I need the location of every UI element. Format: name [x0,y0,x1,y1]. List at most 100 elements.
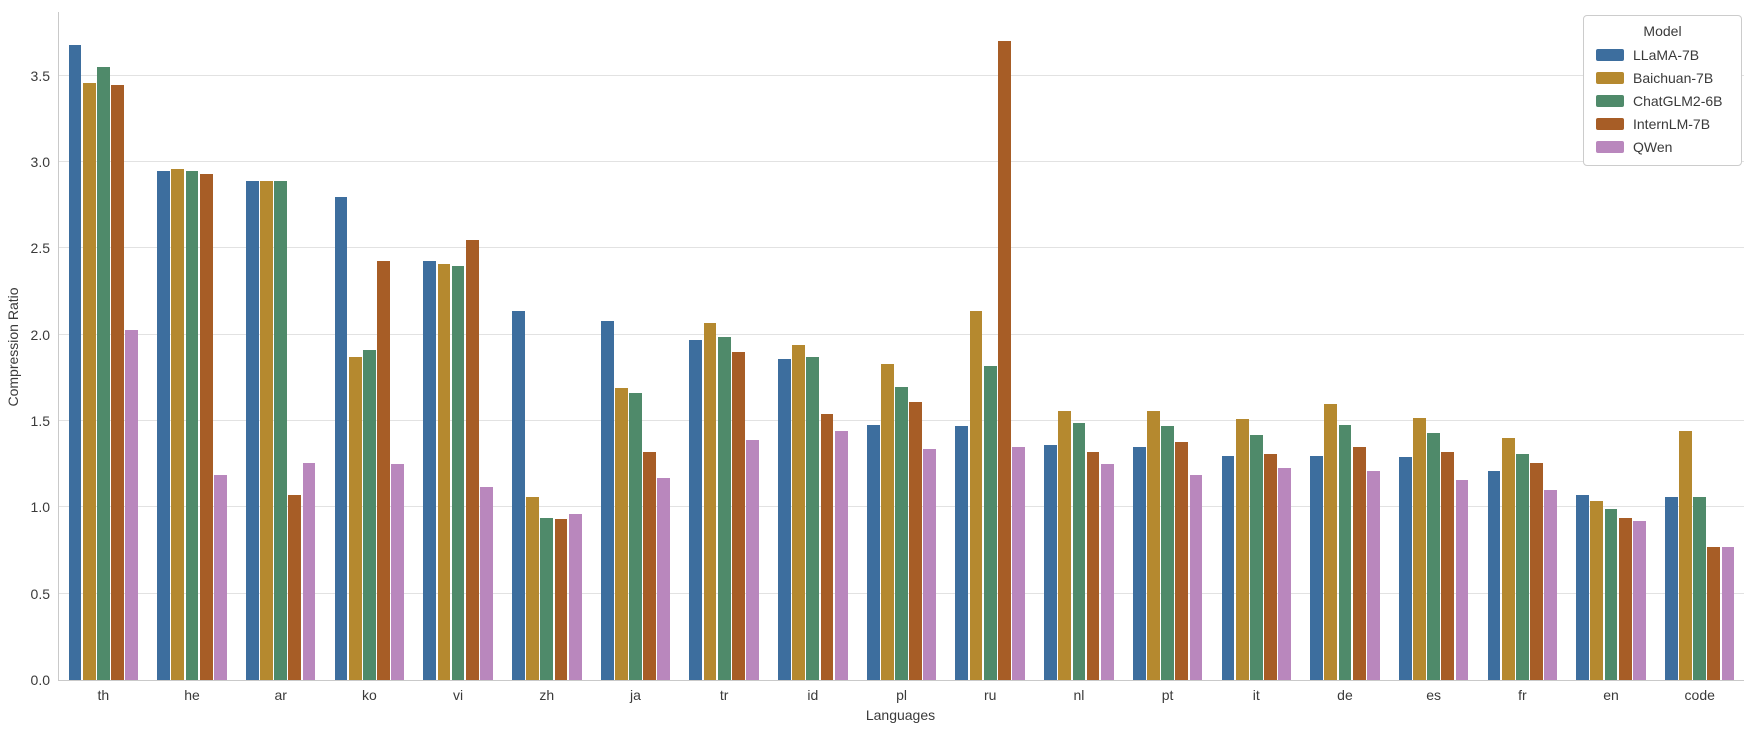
bar-Baichuan-7B-de [1324,403,1338,680]
y-tick-label-0.0: 0.0 [30,672,50,688]
bar-Baichuan-7B-ja [614,388,628,680]
x-tick-label-fr: fr [1518,687,1527,703]
bar-LLaMA-7B-pl [866,424,880,680]
legend-item-Baichuan-7B: Baichuan-7B [1584,66,1741,89]
bar-InternLM-7B-es [1441,452,1455,680]
bar-QWen-es [1455,479,1469,680]
bar-QWen-nl [1100,464,1114,680]
bar-LLaMA-7B-zh [512,310,525,680]
x-tick-label-es: es [1426,687,1442,703]
gridline-y-2.5 [59,247,1744,249]
bar-LLaMA-7B-th [68,44,82,680]
bar-group-fr: fr [1478,12,1567,703]
bar-InternLM-7B-de [1352,446,1366,680]
legend-label: QWen [1633,138,1673,155]
x-tick-label-zh: zh [539,687,555,703]
bar-QWen-de [1366,471,1380,680]
legend-item-InternLM-7B: InternLM-7B [1584,112,1741,135]
x-tick-label-tr: tr [719,687,729,703]
bar-Baichuan-7B-pt [1147,410,1160,680]
bar-InternLM-7B-code [1707,547,1721,680]
bar-Baichuan-7B-vi [437,264,451,680]
x-tick-label-pt: pt [1161,687,1174,703]
bar-InternLM-7B-ko [377,260,390,680]
bar-LLaMA-7B-ja [600,320,614,680]
x-axis-title: Languages [865,707,936,723]
bar-group-ko: ko [325,12,414,703]
y-tick-label-1.0: 1.0 [30,499,50,516]
x-tick-label-de: de [1337,687,1353,703]
bar-InternLM-7B-nl [1086,452,1100,680]
bar-ChatGLM2-6B-tr [717,336,731,680]
bar-ChatGLM2-6B-he [185,170,199,680]
bar-QWen-vi [480,486,493,680]
bar-group-tr: tr [680,12,769,703]
y-tick-label-1.5: 1.5 [30,413,50,430]
bar-ChatGLM2-6B-ko [363,350,376,680]
bar-ChatGLM2-6B-pt [1161,426,1174,680]
bar-InternLM-7B-zh [554,519,568,680]
bar-LLaMA-7B-ko [334,196,348,680]
bar-QWen-fr [1544,490,1558,680]
bar-QWen-pl [923,448,937,680]
gridline-y-3.0 [59,161,1744,163]
bar-LLaMA-7B-fr [1487,471,1501,680]
bar-QWen-code [1721,547,1735,680]
x-tick-label-ko: ko [362,687,377,703]
bar-group-he: he [148,12,237,703]
bar-Baichuan-7B-th [82,82,96,680]
gridline-y-3.5 [59,74,1744,76]
bar-ChatGLM2-6B-nl [1072,422,1086,680]
legend-label: InternLM-7B [1633,115,1711,132]
bar-InternLM-7B-he [199,174,213,680]
bar-LLaMA-7B-vi [423,260,437,680]
bar-group-id: id [769,12,858,703]
bar-QWen-th [125,329,139,680]
bar-LLaMA-7B-nl [1044,445,1057,680]
bar-group-ru: ru [946,12,1035,703]
bar-Baichuan-7B-ru [969,310,983,680]
bar-ChatGLM2-6B-ru [983,365,997,680]
bar-InternLM-7B-vi [465,239,479,680]
bar-Baichuan-7B-es [1413,417,1426,680]
bar-ChatGLM2-6B-th [96,67,110,680]
bar-InternLM-7B-th [111,84,124,680]
y-tick-label-2.0: 2.0 [30,326,50,343]
legend-label: ChatGLM2-6B [1633,92,1723,109]
bar-Baichuan-7B-he [171,169,185,680]
bar-group-zh: zh [502,12,591,703]
x-tick-label-id: id [807,687,819,703]
bar-ChatGLM2-6B-de [1338,424,1352,680]
bar-LLaMA-7B-de [1310,455,1324,680]
x-tick-label-ja: ja [630,687,641,703]
bar-group-en: en [1567,12,1656,703]
bar-InternLM-7B-ar [288,495,302,680]
bar-LLaMA-7B-tr [689,339,703,680]
bar-group-pt: pt [1123,12,1212,703]
bar-ChatGLM2-6B-it [1249,434,1263,680]
bar-group-ja: ja [591,12,680,703]
bar-LLaMA-7B-en [1576,495,1590,680]
legend-title: Model [1643,23,1682,39]
legend-label: Baichuan-7B [1633,69,1714,86]
bar-group-de: de [1301,12,1390,703]
y-tick-label-3.5: 3.5 [30,67,50,84]
bar-group-code: code [1655,12,1744,703]
bar-LLaMA-7B-he [157,170,171,680]
bar-InternLM-7B-tr [731,352,745,680]
bar-Baichuan-7B-code [1679,431,1692,680]
bar-LLaMA-7B-es [1398,457,1412,680]
gridline-y-2.0 [59,333,1744,335]
bar-ChatGLM2-6B-ja [629,393,642,680]
bar-LLaMA-7B-it [1221,455,1235,680]
bar-Baichuan-7B-ko [348,357,362,680]
bar-InternLM-7B-it [1264,453,1277,680]
bar-Baichuan-7B-tr [703,322,717,680]
bar-QWen-id [834,431,848,680]
bar-QWen-ru [1012,446,1025,680]
bar-QWen-tr [746,440,759,680]
bar-ChatGLM2-6B-ar [274,181,288,680]
x-tick-label-pl: pl [896,687,907,703]
y-tick-label-2.5: 2.5 [30,240,50,257]
